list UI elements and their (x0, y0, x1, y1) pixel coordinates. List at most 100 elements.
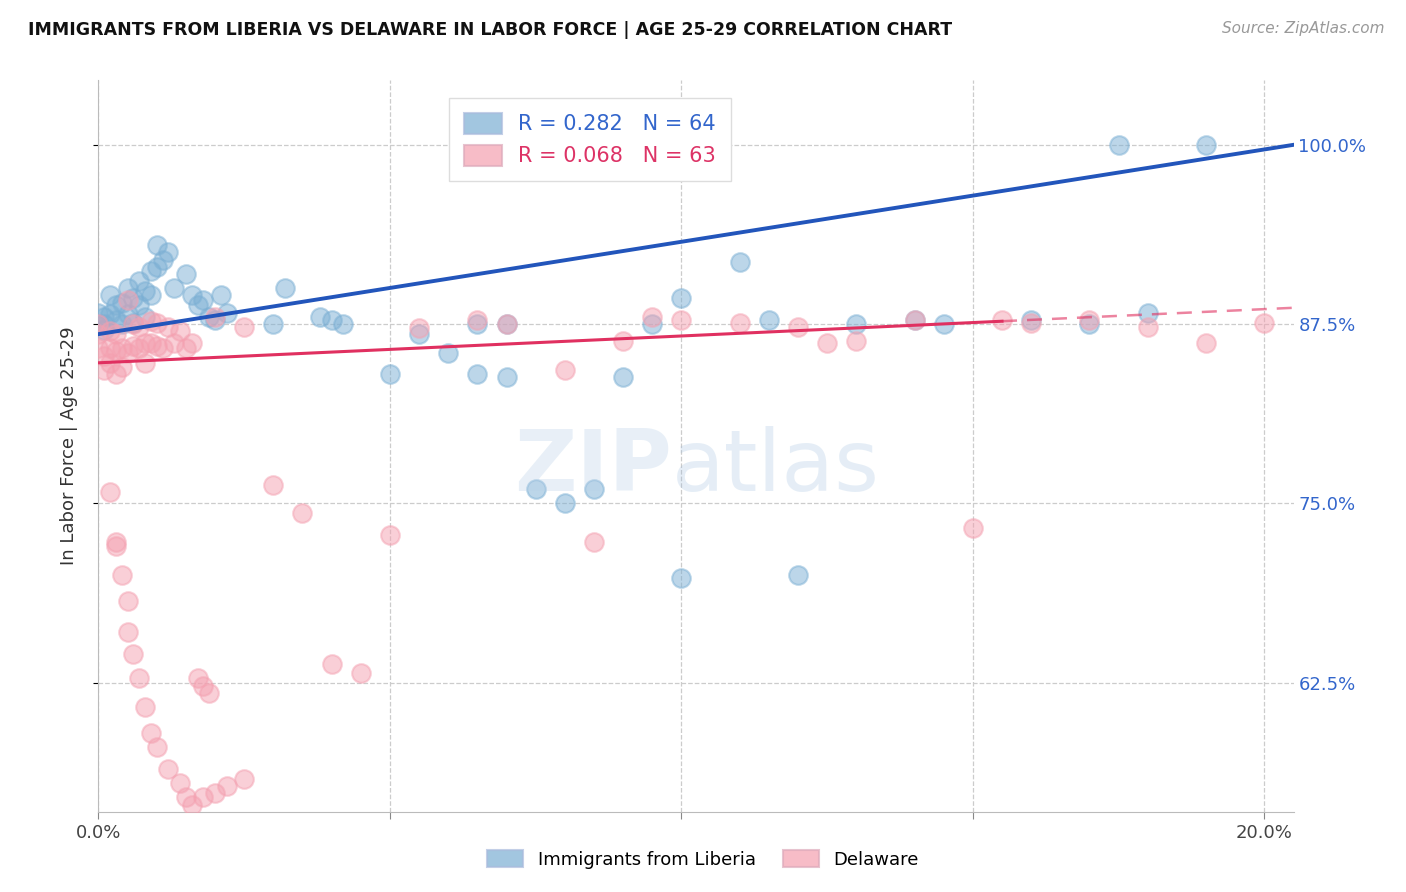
Point (128, 320, 150, 334)
Point (157, 245, 180, 260)
Point (641, 317, 664, 331)
Point (104, 344, 127, 359)
Point (122, 317, 145, 331)
Point (180, 288, 202, 302)
Point (139, 726, 162, 740)
Point (321, 313, 343, 327)
Point (233, 320, 256, 334)
Point (1078, 317, 1101, 331)
Point (903, 313, 925, 327)
Point (1136, 320, 1159, 334)
Point (758, 313, 780, 327)
Point (174, 342, 197, 356)
Point (93, 310, 115, 324)
Point (134, 284, 156, 298)
Point (378, 528, 401, 542)
Point (104, 540, 127, 554)
Point (903, 313, 925, 327)
Point (233, 772, 256, 786)
Point (174, 267, 197, 281)
Point (198, 310, 221, 324)
Text: Source: ZipAtlas.com: Source: ZipAtlas.com (1222, 21, 1385, 36)
Point (98, 288, 121, 302)
Point (437, 345, 460, 359)
Point (309, 310, 332, 324)
Point (332, 317, 354, 331)
Point (291, 507, 314, 521)
Point (134, 335, 156, 350)
Point (554, 496, 576, 510)
Point (582, 535, 605, 549)
Point (262, 477, 284, 491)
Point (1019, 316, 1042, 330)
Point (104, 298, 127, 312)
Point (134, 356, 156, 370)
Point (582, 482, 605, 496)
Point (1136, 305, 1159, 319)
Point (122, 338, 145, 352)
Point (139, 264, 162, 278)
Point (117, 307, 139, 321)
Point (180, 335, 202, 350)
Point (321, 657, 343, 671)
Point (198, 686, 221, 700)
Point (128, 342, 150, 356)
Point (612, 370, 634, 384)
Point (145, 238, 167, 252)
Point (128, 671, 150, 685)
Point (87, 342, 110, 356)
Point (111, 295, 134, 310)
Point (524, 482, 547, 496)
Point (845, 334, 868, 349)
Point (139, 288, 162, 302)
Point (671, 291, 693, 305)
Point (186, 298, 208, 312)
Point (991, 313, 1014, 327)
Point (204, 310, 226, 324)
Point (98, 324, 121, 338)
Point (87, 317, 110, 331)
Point (145, 260, 167, 274)
Point (495, 317, 517, 331)
Point (111, 342, 134, 356)
Point (845, 317, 868, 331)
Point (728, 255, 751, 269)
Point (1195, 137, 1218, 152)
Point (495, 317, 517, 331)
Point (467, 317, 489, 331)
Point (117, 293, 139, 307)
Point (152, 252, 174, 267)
Text: IMMIGRANTS FROM LIBERIA VS DELAWARE IN LABOR FORCE | AGE 25-29 CORRELATION CHART: IMMIGRANTS FROM LIBERIA VS DELAWARE IN L… (28, 21, 952, 38)
Point (350, 665, 373, 680)
Point (193, 679, 215, 693)
Point (98, 342, 121, 356)
Point (163, 335, 186, 350)
Point (139, 335, 162, 350)
Point (671, 313, 693, 327)
Point (98, 484, 121, 499)
Point (1019, 313, 1042, 327)
Point (104, 368, 127, 382)
Point (145, 740, 167, 755)
Point (104, 313, 127, 327)
Point (98, 356, 121, 370)
Point (193, 293, 215, 307)
Point (378, 368, 401, 382)
Point (87, 317, 110, 331)
Point (117, 281, 139, 295)
Point (554, 363, 576, 377)
Point (145, 338, 167, 352)
Point (111, 317, 134, 331)
Point (111, 568, 134, 582)
Point (117, 345, 139, 359)
Point (157, 320, 180, 334)
Point (408, 321, 430, 335)
Point (145, 316, 167, 330)
Text: ZIP: ZIP (515, 426, 672, 509)
Point (134, 700, 156, 714)
Point (98, 307, 121, 321)
Point (1195, 335, 1218, 350)
Point (671, 571, 693, 585)
Point (104, 535, 127, 549)
Point (186, 671, 208, 685)
